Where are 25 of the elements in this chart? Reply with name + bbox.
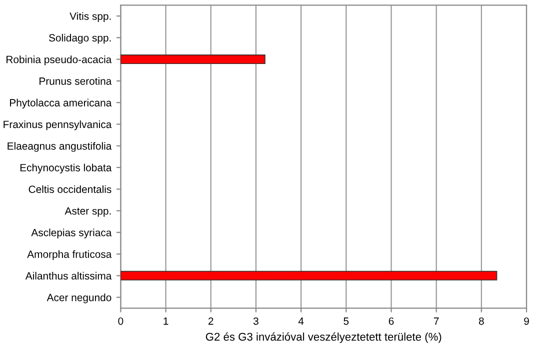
y-tick-label: Elaeagnus angustifolia [8, 142, 112, 152]
x-tick-label: 7 [434, 318, 439, 325]
y-tick-label: Celtis occidentalis [28, 185, 112, 194]
x-tick-label: 1 [164, 318, 168, 325]
y-tick-label: Vitis spp. [70, 12, 111, 22]
x-tick-label: 6 [388, 317, 394, 325]
y-tick-label: Solidago spp. [49, 34, 111, 44]
y-tick-label: Acer negundo [46, 294, 112, 304]
y-tick-label: Prunus serotina [40, 77, 112, 85]
x-tick-label: 5 [344, 318, 349, 325]
y-tick-label: Fraxinus pennsylvanica [4, 120, 112, 130]
y-tick-label: Robinia pseudo-acacia [6, 56, 112, 66]
x-axis-title: G2 és G3 invázióval veszélyeztetett területe (%) [206, 332, 442, 343]
x-tick-label: 4 [298, 318, 304, 325]
y-tick-label: Echynocystis lobata [20, 164, 112, 174]
y-tick-label: Amorpha fruticosa [27, 250, 112, 260]
x-tick-label: 0 [118, 317, 124, 325]
y-tick-label: Aster spp. [64, 207, 111, 217]
x-tick-label: 3 [253, 317, 258, 325]
y-tick-label: Ailanthus altissima [25, 272, 112, 280]
x-tick-label: 9 [524, 317, 529, 325]
x-tick-label: 2 [208, 317, 214, 325]
y-tick-label: Asclepias syriaca [31, 228, 112, 238]
y-tick-label: Phytolacca americana [10, 98, 112, 109]
x-tick-label: 8 [478, 317, 484, 325]
